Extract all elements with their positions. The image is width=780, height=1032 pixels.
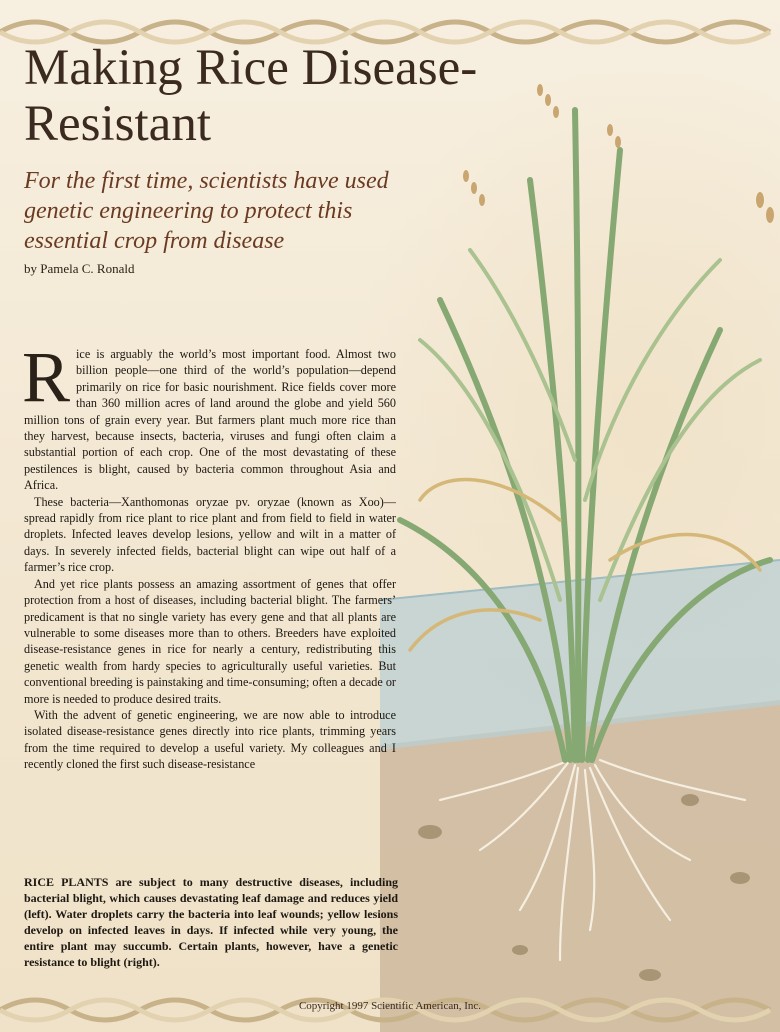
copyright-notice: Copyright 1997 Scientific American, Inc. <box>298 1000 482 1012</box>
drop-cap: R <box>22 337 71 417</box>
body-paragraph: These bacteria—Xanthomonas oryzae pv. or… <box>24 494 396 575</box>
dna-border-bottom <box>0 997 772 1023</box>
dna-border-top <box>0 19 772 45</box>
caption-text: are subject to many destructive diseases… <box>24 875 398 969</box>
article-title: Making Rice Disease-Resistant <box>24 40 478 152</box>
body-paragraph: And yet rice plants possess an amazing a… <box>24 576 396 706</box>
body-paragraph: With the advent of genetic engineering, … <box>24 707 396 772</box>
article-byline: by Pamela C. Ronald <box>24 261 135 276</box>
figure-caption: RICE PLANTS are subject to many destruct… <box>24 874 398 970</box>
caption-lead: RICE PLANTS <box>24 875 109 889</box>
article-subtitle: For the first time, scientists have used… <box>24 168 389 254</box>
rice-plant-illustration <box>380 84 780 1032</box>
